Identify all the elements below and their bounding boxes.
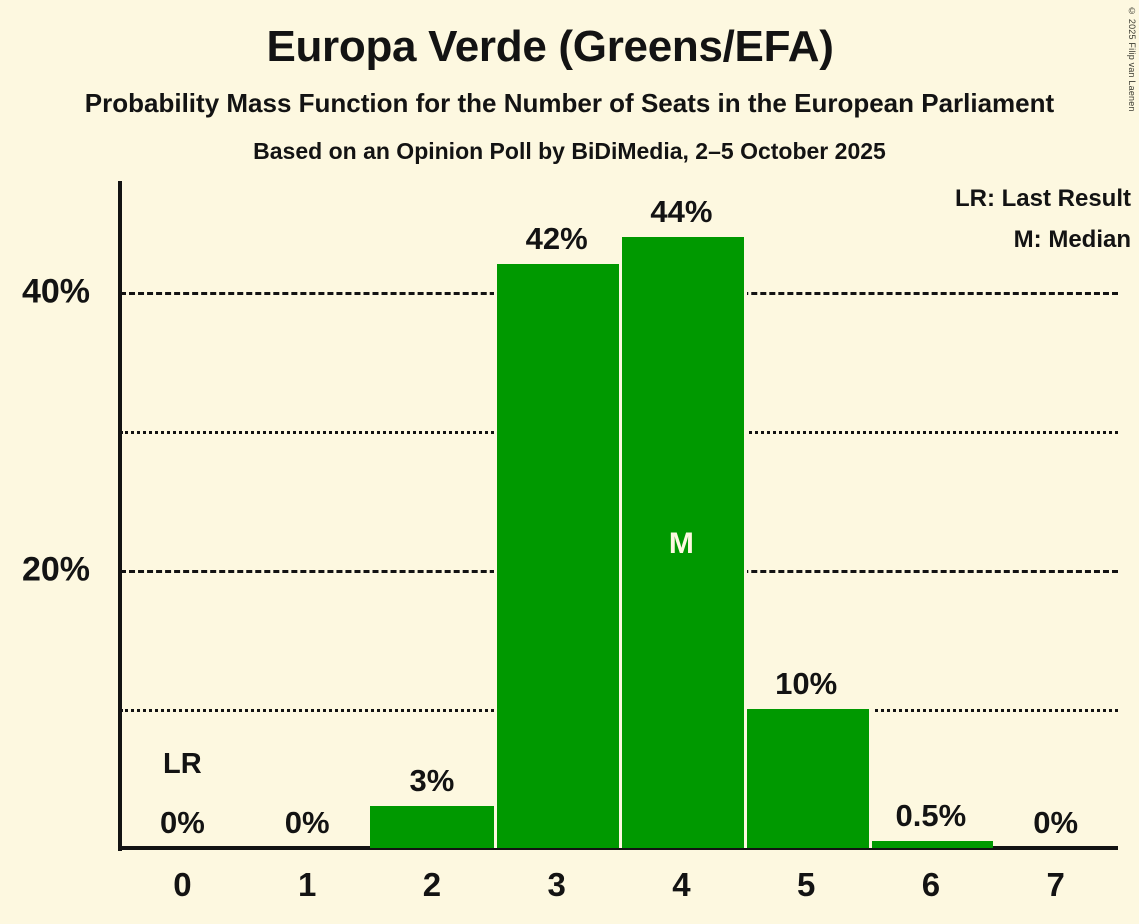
x-axis-tick-label: 0 — [173, 866, 192, 903]
bar[interactable] — [619, 236, 744, 848]
bar[interactable] — [369, 806, 495, 848]
x-axis-tick-label: 3 — [547, 866, 566, 903]
x-axis-tick-label: 7 — [1046, 866, 1065, 903]
x-axis-tick-label: 2 — [422, 866, 442, 903]
bar-separator — [868, 709, 872, 848]
copyright-notice: © 2025 Filip van Laenen — [1127, 6, 1137, 112]
chart-source-line: Based on an Opinion Poll by BiDiMedia, 2… — [253, 138, 886, 164]
chart-subtitle: Probability Mass Function for the Number… — [84, 88, 1055, 118]
x-axis-tick-label: 5 — [796, 866, 816, 903]
chart-legend: LR: Last Result M: Median — [955, 178, 1131, 260]
bar[interactable] — [494, 264, 619, 848]
bar-value-label: 0% — [284, 805, 330, 840]
plot-area: 20% 40% 0% 0% 3% 42% 44% 10% 0.5% 0% M LR — [22, 181, 1118, 848]
x-axis-tick-label: 6 — [921, 866, 941, 903]
y-axis-line — [118, 181, 122, 851]
bar-value-label: 3% — [409, 763, 455, 799]
bar-separator — [494, 264, 498, 848]
bar[interactable] — [743, 709, 869, 848]
median-marker: M — [668, 527, 694, 561]
bar-separator — [743, 236, 747, 848]
bar-value-label: 10% — [775, 666, 838, 702]
bar-separator — [619, 236, 622, 848]
x-axis-tick-label: 4 — [672, 866, 691, 903]
bar-value-label: 0% — [1033, 805, 1079, 840]
bar-value-label: 44% — [650, 193, 713, 229]
bar[interactable] — [868, 841, 994, 848]
x-axis-tick-label: 1 — [297, 866, 317, 903]
legend-item-last-result: LR: Last Result — [954, 185, 1131, 212]
bar-value-label: 42% — [525, 221, 588, 257]
bar-value-label: 0% — [159, 805, 205, 840]
bar-value-label: 0.5% — [895, 798, 967, 834]
chart-title: Europa Verde (Greens/EFA) — [266, 22, 834, 71]
y-axis-tick-label: 20% — [21, 550, 90, 589]
last-result-marker: LR — [163, 748, 202, 780]
legend-item-median: M: Median — [1013, 226, 1131, 253]
y-axis-tick-label: 40% — [21, 272, 90, 311]
x-axis-line — [118, 846, 1118, 850]
